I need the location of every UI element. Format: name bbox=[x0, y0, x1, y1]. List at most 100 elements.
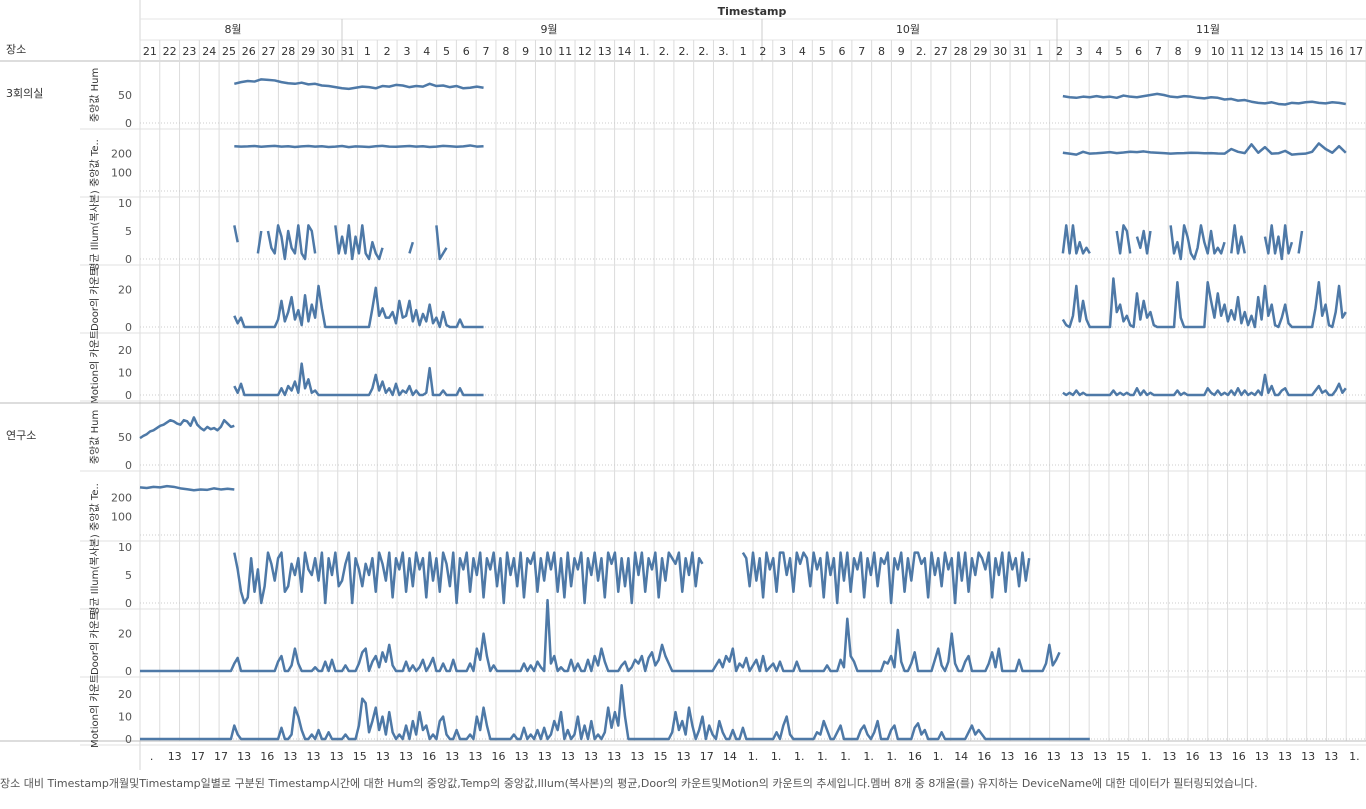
hour-label: 15 bbox=[653, 750, 667, 763]
tick-label: 20 bbox=[118, 688, 132, 701]
day-label: 22 bbox=[163, 45, 177, 58]
tick-label: 200 bbox=[111, 492, 132, 505]
day-label: 31 bbox=[341, 45, 355, 58]
tick-label: 0 bbox=[125, 665, 132, 678]
hour-label: 16 bbox=[1024, 750, 1038, 763]
day-label: 8 bbox=[878, 45, 885, 58]
tick-label: 0 bbox=[125, 459, 132, 472]
day-label: 4 bbox=[1096, 45, 1103, 58]
day-label: 13 bbox=[1270, 45, 1284, 58]
row-header-label: 장소 bbox=[6, 43, 26, 56]
hour-label: 13 bbox=[584, 750, 598, 763]
series-line bbox=[234, 78, 484, 91]
tick-label: 0 bbox=[125, 389, 132, 402]
day-label: 14 bbox=[617, 45, 631, 58]
hour-label: 1. bbox=[771, 750, 782, 763]
day-label: 1. bbox=[639, 45, 650, 58]
hour-label: 1. bbox=[1349, 750, 1360, 763]
day-label: 2 bbox=[759, 45, 766, 58]
day-label: 2 bbox=[1056, 45, 1063, 58]
hour-label: 13 bbox=[538, 750, 552, 763]
panel-label: 중앙값 Hum bbox=[89, 410, 101, 464]
day-label: 24 bbox=[202, 45, 216, 58]
hour-label: 1. bbox=[863, 750, 874, 763]
location-label: 연구소 bbox=[6, 429, 36, 442]
hour-label: 13 bbox=[630, 750, 644, 763]
tick-label: 5 bbox=[125, 225, 132, 238]
series-line bbox=[233, 362, 484, 397]
hour-label: 13 bbox=[468, 750, 482, 763]
hour-label: 14 bbox=[723, 750, 737, 763]
hour-label: 13 bbox=[1070, 750, 1084, 763]
day-label: 3 bbox=[779, 45, 786, 58]
day-label: 4 bbox=[799, 45, 806, 58]
day-label: 14 bbox=[1290, 45, 1304, 58]
tick-label: 10 bbox=[118, 711, 132, 724]
day-label: 12 bbox=[1250, 45, 1264, 58]
day-label: 3 bbox=[403, 45, 410, 58]
tick-label: 10 bbox=[118, 367, 132, 380]
day-label: 25 bbox=[222, 45, 236, 58]
day-label: 10 bbox=[1211, 45, 1225, 58]
day-label: 13 bbox=[598, 45, 612, 58]
day-label: 10 bbox=[538, 45, 552, 58]
hour-label: 1. bbox=[933, 750, 944, 763]
day-label: 31 bbox=[1013, 45, 1027, 58]
series-line bbox=[234, 144, 484, 149]
day-label: 8 bbox=[1175, 45, 1182, 58]
location-label: 3회의실 bbox=[6, 87, 43, 100]
day-label: 5 bbox=[1115, 45, 1122, 58]
hour-label: 16 bbox=[1186, 750, 1200, 763]
day-label: 9 bbox=[1194, 45, 1201, 58]
tick-label: 5 bbox=[125, 569, 132, 582]
month-label: 8월 bbox=[224, 23, 241, 36]
day-label: 11 bbox=[1230, 45, 1244, 58]
day-label: 1 bbox=[364, 45, 371, 58]
hour-label: 13 bbox=[376, 750, 390, 763]
day-label: 29 bbox=[301, 45, 315, 58]
day-label: 28 bbox=[281, 45, 295, 58]
series-line bbox=[139, 416, 235, 440]
tick-label: 50 bbox=[118, 431, 132, 444]
panel-label: Door의 카운트 bbox=[89, 611, 101, 675]
tick-label: 0 bbox=[125, 597, 132, 610]
hour-label: 13 bbox=[399, 750, 413, 763]
series-line bbox=[139, 484, 235, 492]
hour-label: 1. bbox=[794, 750, 805, 763]
hour-label: 17 bbox=[700, 750, 714, 763]
day-label: 30 bbox=[321, 45, 335, 58]
series-line bbox=[233, 284, 484, 329]
tick-label: 20 bbox=[118, 284, 132, 297]
hour-label: 13 bbox=[168, 750, 182, 763]
day-label: 4 bbox=[423, 45, 430, 58]
hour-label: 16 bbox=[908, 750, 922, 763]
day-label: 6 bbox=[463, 45, 470, 58]
day-label: 2 bbox=[384, 45, 391, 58]
day-label: 15 bbox=[1310, 45, 1324, 58]
hour-label: . bbox=[150, 750, 154, 763]
panel-label: Motion의 카운트 bbox=[89, 330, 101, 404]
day-label: 27 bbox=[262, 45, 276, 58]
panel-label: Motion의 카운트 bbox=[89, 674, 101, 748]
hour-label: 15 bbox=[353, 750, 367, 763]
hour-label: 16 bbox=[1232, 750, 1246, 763]
tick-label: 0 bbox=[125, 733, 132, 746]
panel-label: 평균 Illum(복사본) bbox=[89, 190, 101, 272]
panel-label: Door의 카운트 bbox=[89, 267, 101, 331]
day-label: 6 bbox=[1135, 45, 1142, 58]
series-line bbox=[233, 224, 448, 261]
tick-label: 10 bbox=[118, 197, 132, 210]
series-line bbox=[1062, 92, 1346, 106]
hour-label: 13 bbox=[237, 750, 251, 763]
day-label: 30 bbox=[993, 45, 1007, 58]
day-label: 7 bbox=[483, 45, 490, 58]
hour-label: 13 bbox=[445, 750, 459, 763]
hour-label: 13 bbox=[1047, 750, 1061, 763]
day-label: 8 bbox=[502, 45, 509, 58]
day-label: 17 bbox=[1349, 45, 1363, 58]
day-label: 6 bbox=[838, 45, 845, 58]
hour-label: 13 bbox=[1278, 750, 1292, 763]
day-label: 2. bbox=[698, 45, 709, 58]
tick-label: 20 bbox=[118, 628, 132, 641]
